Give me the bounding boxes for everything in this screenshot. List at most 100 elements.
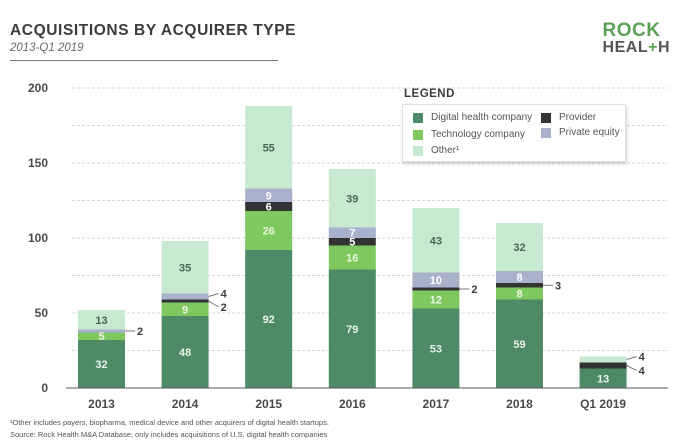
legend-item-other: Other¹ — [413, 145, 459, 156]
bar-segment-label: 35 — [179, 262, 191, 274]
legend-item-technology: Technology company — [413, 129, 525, 140]
legend-label: Technology company — [431, 129, 525, 140]
rock-health-logo: ROCK HEAL+H — [602, 21, 670, 57]
bar-segment — [245, 202, 293, 211]
bar-segment-label: 48 — [179, 347, 191, 359]
bar-segment-label: 26 — [263, 226, 275, 238]
bar-segment — [496, 283, 543, 288]
bar-segment-label: 32 — [513, 242, 525, 254]
legend-item-private-equity: Private equity — [541, 127, 620, 138]
bar-segment — [161, 302, 209, 316]
legend-label: Digital health company — [431, 112, 533, 123]
bar-segment — [496, 223, 543, 271]
chart-title: ACQUISITIONS BY ACQUIRER TYPE — [10, 22, 297, 39]
x-axis-labels: 2013 2014 2015 2016 2017 2018 Q1 2019 — [88, 397, 626, 411]
logo-plus-icon: + — [648, 39, 658, 57]
bar-segment — [579, 362, 627, 369]
y-tick-label: 150 — [28, 156, 48, 170]
x-tick-label: Q1 2019 — [580, 397, 626, 411]
bar-segment — [245, 250, 293, 388]
bar-segment — [328, 227, 376, 238]
annotation-leader-line — [208, 300, 219, 308]
legend-label: Other¹ — [431, 145, 460, 156]
y-tick-label: 50 — [35, 306, 49, 320]
annotation-leader-line — [626, 365, 637, 371]
annotation-leader-line — [626, 356, 637, 360]
bar-segment-label: 79 — [346, 324, 358, 336]
y-tick-label: 0 — [41, 381, 48, 395]
bar-segment-label: 39 — [346, 193, 358, 205]
bar-segment-label: 16 — [346, 253, 358, 265]
bar-segment — [328, 169, 376, 228]
bar-segment — [412, 290, 460, 309]
bar-segment — [412, 287, 460, 291]
annotation-label: 2 — [471, 284, 477, 296]
logo-line-2: HEAL+H — [602, 39, 670, 57]
bar-segment-label: 9 — [266, 190, 272, 202]
bar-segment — [78, 329, 125, 333]
legend-label: Provider — [559, 112, 597, 123]
legend-swatch-digital-health — [413, 112, 423, 123]
logo-line-2b: H — [657, 39, 670, 57]
bar-segment-label: 5 — [98, 331, 104, 343]
bar-segment-label: 59 — [513, 339, 525, 351]
bar-segment — [579, 368, 627, 388]
y-tick-label: 100 — [28, 231, 48, 245]
bar-segment-label: 12 — [430, 295, 442, 307]
bar-segment — [412, 308, 460, 388]
annotation-label: 4 — [639, 352, 646, 364]
legend: Digital health company Provider Technolo… — [402, 104, 626, 162]
annotation-leader-line — [208, 293, 219, 297]
legend-swatch-technology — [413, 129, 423, 140]
annotation-label: 3 — [555, 280, 561, 292]
x-tick-label: 2015 — [255, 397, 282, 411]
footnote-other: ¹Other includes payers, biopharma, medic… — [10, 418, 329, 427]
y-axis-ticks: 0 50 100 150 200 — [28, 81, 48, 395]
bar-segment-label: 5 — [349, 237, 355, 249]
bar-segment — [245, 106, 293, 189]
bar-segment — [496, 299, 543, 388]
bar-segment — [496, 287, 543, 300]
annotation-label: 4 — [639, 366, 646, 378]
bars: 3251348935922669557916573953121043598832… — [78, 106, 646, 388]
bar-segment — [328, 245, 376, 270]
x-tick-label: 2018 — [506, 397, 533, 411]
bar-segment — [328, 238, 376, 246]
bar-segment-label: 32 — [95, 359, 107, 371]
bar-segment — [245, 188, 293, 202]
bar-segment-label: 10 — [430, 275, 442, 287]
bar-segment-label: 13 — [597, 373, 609, 385]
legend-label: Private equity — [559, 127, 620, 138]
annotation-label: 2 — [221, 302, 227, 314]
bar-segment — [78, 310, 125, 330]
legend-item-provider: Provider — [541, 112, 596, 123]
bar-segment-label: 8 — [516, 272, 522, 284]
footnote-source: Source: Rock Health M&A Database; only i… — [10, 430, 328, 439]
bar-segment-label: 13 — [95, 315, 107, 327]
bar-segment — [161, 299, 209, 303]
legend-swatch-other — [413, 145, 423, 156]
bar-segment — [78, 332, 125, 340]
legend-title: LEGEND — [404, 88, 455, 100]
bar-segment — [496, 271, 543, 283]
bar-segment — [161, 293, 209, 300]
legend-item-digital-health: Digital health company — [413, 112, 532, 123]
legend-swatch-private-equity — [541, 127, 551, 138]
bar-segment-label: 7 — [349, 228, 355, 240]
x-tick-label: 2013 — [88, 397, 115, 411]
bar-segment-label: 6 — [266, 201, 272, 213]
annotation-label: 2 — [137, 326, 143, 338]
bar-segment — [245, 211, 293, 250]
bar-segment — [78, 340, 125, 388]
bar-segment — [412, 272, 460, 288]
bar-segment — [161, 316, 209, 388]
legend-swatch-provider — [541, 112, 551, 123]
x-tick-label: 2017 — [423, 397, 450, 411]
logo-line-2a: HEAL — [602, 39, 649, 57]
bar-segment-label: 55 — [263, 142, 275, 154]
chart-subtitle: 2013-Q1 2019 — [10, 42, 84, 54]
bar-segment-label: 92 — [263, 314, 275, 326]
x-tick-label: 2014 — [172, 397, 199, 411]
bar-segment-label: 8 — [516, 289, 522, 301]
